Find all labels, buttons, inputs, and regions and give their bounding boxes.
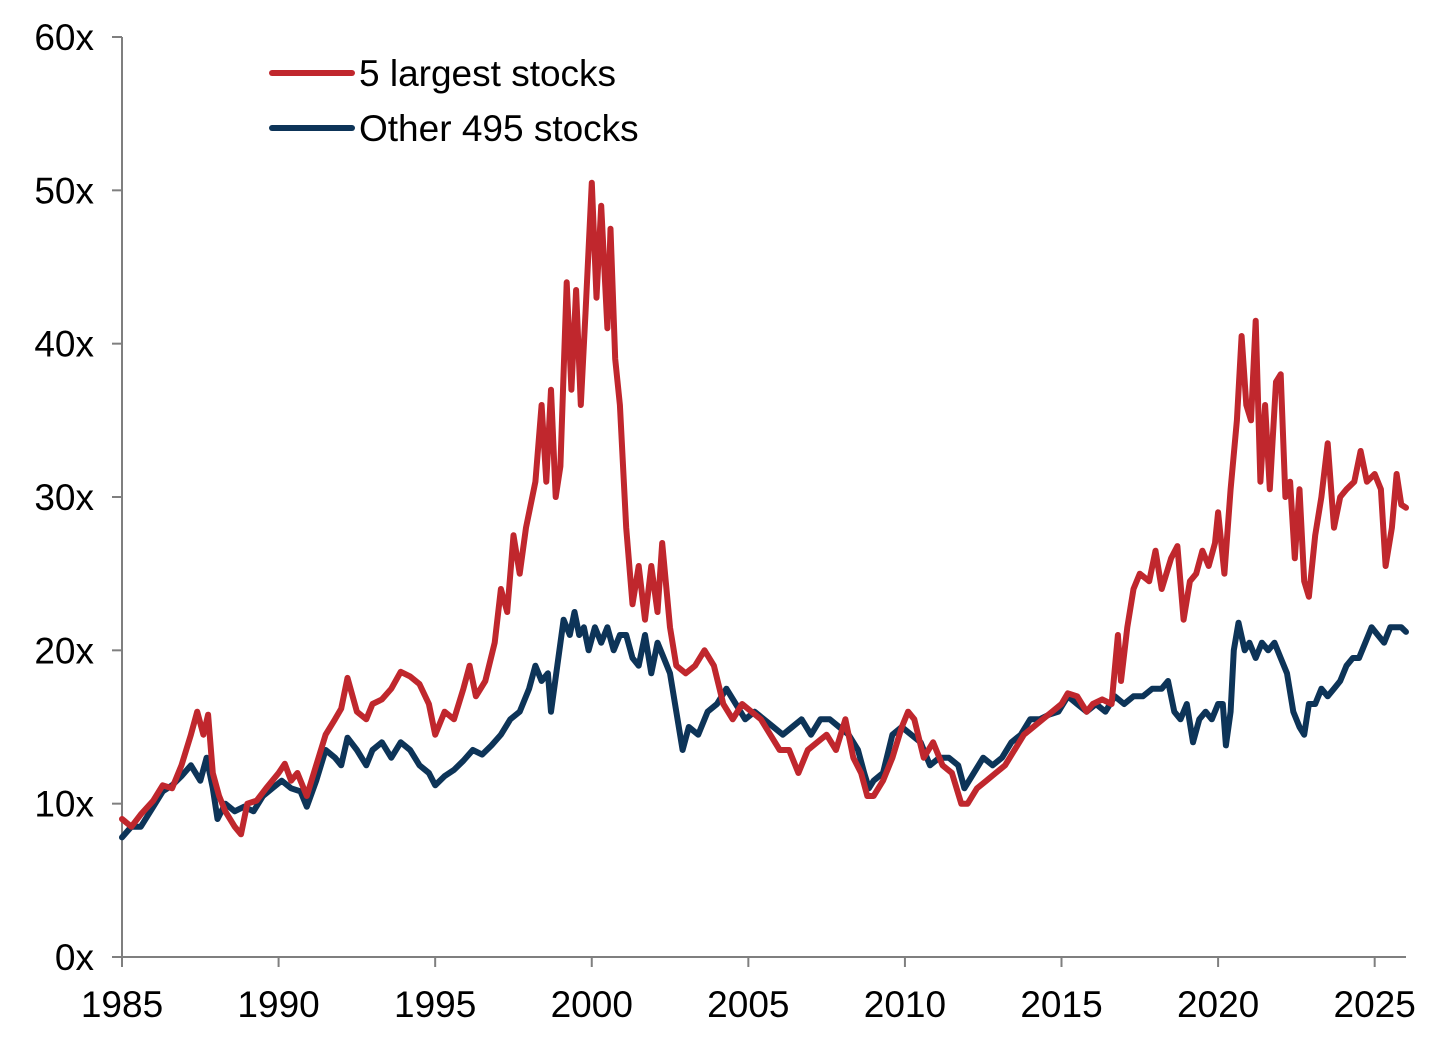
y-tick-label: 60x <box>34 17 94 58</box>
y-tick-label: 50x <box>34 170 94 211</box>
x-tick-label: 2015 <box>1020 984 1102 1025</box>
x-tick-label: 2020 <box>1177 984 1259 1025</box>
x-tick-label: 1995 <box>394 984 476 1025</box>
y-tick-label: 0x <box>55 937 95 978</box>
x-tick-label: 2005 <box>707 984 789 1025</box>
y-tick-label: 30x <box>34 477 94 518</box>
y-ticks: 0x 10x 20x 30x 40x 50x 60x <box>34 17 122 978</box>
series-layer <box>119 179 1409 841</box>
y-tick-label: 20x <box>34 630 94 671</box>
y-tick-label: 10x <box>34 784 94 825</box>
series-line-5-largest-stocks <box>119 179 1409 838</box>
axes <box>121 37 1406 958</box>
legend-item-5-largest-stocks: 5 largest stocks <box>269 53 616 94</box>
x-tick-label: 2000 <box>551 984 633 1025</box>
legend-label-5-largest-stocks: 5 largest stocks <box>359 53 616 94</box>
x-tick-label: 2025 <box>1334 984 1416 1025</box>
x-tick-label: 1990 <box>237 984 319 1025</box>
y-tick-label: 40x <box>34 324 94 365</box>
legend-label-other-495-stocks: Other 495 stocks <box>359 108 639 149</box>
legend-item-other-495-stocks: Other 495 stocks <box>269 108 639 149</box>
x-tick-label: 1985 <box>81 984 163 1025</box>
x-ticks: 1985 1990 1995 2000 2005 2010 2015 2020 2025 <box>81 957 1416 1025</box>
series-line-other-495-stocks <box>119 609 1409 841</box>
x-tick-label: 2010 <box>864 984 946 1025</box>
legend: 5 largest stocks Other 495 stocks <box>269 53 639 149</box>
